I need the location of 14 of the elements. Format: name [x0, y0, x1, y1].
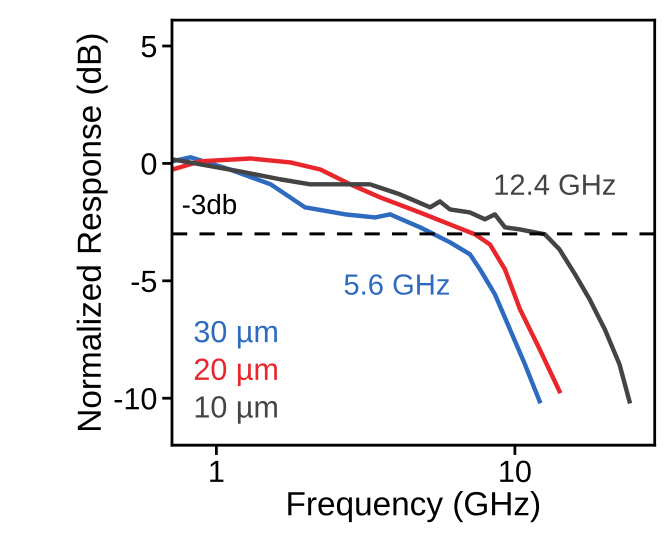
text: 30 µm — [194, 320, 277, 349]
y-tick-label: -5 — [132, 270, 156, 292]
y-tick-label: 0 — [142, 153, 156, 175]
annotation: 12.4 GHz — [495, 174, 615, 196]
annotation: 5.6 GHz — [344, 274, 449, 295]
y-axis-title: Normalized Response (dB) — [76, 34, 108, 430]
y-tick-label: 5 — [142, 36, 156, 58]
x-tick-label: 10 — [500, 460, 531, 482]
text: 20 µm — [194, 358, 277, 386]
y-tick-label: -10 — [114, 388, 156, 410]
ref-line-label: -3db — [182, 194, 236, 214]
x-axis-title: Frequency (GHz) — [288, 491, 540, 522]
text: 10 µm — [196, 396, 277, 424]
x-tick-label: 1 — [210, 460, 224, 482]
